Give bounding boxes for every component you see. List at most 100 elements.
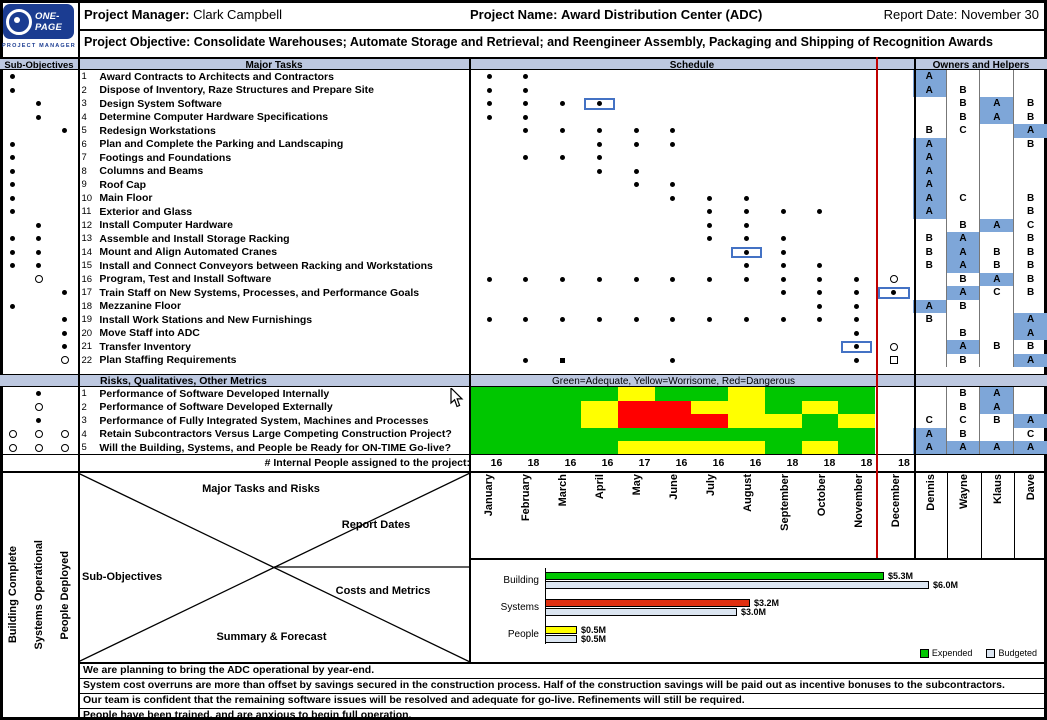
subobjective-cell [52,219,78,233]
filled-dot-mark [670,357,676,363]
task-row: 18 Mezzanine Floor A B [0,299,1047,314]
subobjective-cell [26,84,52,98]
filled-dot-mark [817,303,823,309]
owner-cell [979,205,1013,219]
subobjective-cell [26,246,52,260]
schedule-cell [691,414,729,428]
row-number: 16 [81,273,93,285]
filled-dot-mark [780,236,786,242]
open-square-mark [889,356,898,365]
filled-dot-mark [523,155,529,161]
schedule-cell [544,273,581,287]
subobjective-cell [26,97,52,111]
schedule-cell [618,300,655,314]
schedule-cell [802,354,839,368]
sub-objective-label-text: People Deployed [59,550,71,640]
subobjective-cell [0,192,26,206]
schedule-cell [471,327,508,341]
schedule-cell [508,205,545,219]
schedule-cell [655,313,692,327]
subobjective-cell [52,327,78,341]
schedule-cell [691,340,728,354]
filled-dot-mark [36,101,42,107]
schedule-cell [765,192,802,206]
schedule-cell [618,327,655,341]
subobjective-cell [26,354,52,368]
risks-color-legend: Green=Adequate, Yellow=Worrisome, Red=Da… [551,376,796,387]
filled-dot-mark [36,114,42,120]
row-number: 2 [81,84,87,96]
owner-cell: A [912,299,946,313]
schedule-cell [581,192,618,206]
schedule-cell [838,232,875,246]
task-row: 21 Transfer Inventory A B B [0,340,1047,354]
owner-cell [913,354,946,368]
owner-cell: A [1013,313,1047,327]
schedule-cell [802,178,839,192]
project-name-line: Project Name: Award Distribution Center … [470,7,762,22]
schedule-cell [728,441,765,455]
filled-dot-mark [854,357,860,363]
owner-name-text: Klaus [991,474,1004,504]
schedule-cell [765,84,802,98]
footer-top-divider [0,471,1047,473]
risk-row: 1 Performance of Software Developed Inter… [0,387,1047,401]
filled-dot-mark [10,74,16,80]
people-count-cell: 16 [601,457,614,469]
schedule-cell [802,205,839,219]
schedule-cell [471,97,508,111]
schedule-cell [728,97,765,111]
schedule-cell [617,427,655,441]
schedule-cell [471,259,508,273]
schedule-cell [838,165,875,179]
chart-category-label: People [507,629,539,640]
spiral-logo-icon [6,8,32,35]
schedule-cell [802,111,839,125]
chart-legend: Expended Budgeted [919,648,1037,658]
brand-tagline: PROJECT MANAGER [2,43,76,49]
open-circle-mark [60,430,69,439]
filled-dot-mark [817,317,823,323]
schedule-cell [581,246,618,260]
schedule-cell [764,441,802,455]
project-objective-line: Project Objective: Consolidate Warehouse… [84,35,993,49]
schedule-cell [838,313,875,327]
schedule-cell [471,273,508,287]
schedule-cell [655,273,692,287]
budgeted-bar [545,608,737,616]
schedule-cell [618,192,655,206]
schedule-cell [655,246,692,260]
schedule-cell [691,84,728,98]
expended-value-label: $0.5M [581,625,607,635]
people-count-cell: 16 [712,457,725,469]
subobjective-cell [52,273,78,287]
people-count-cell: 16 [490,457,503,469]
month-label: December [877,471,915,558]
schedule-cell [765,313,802,327]
summary-forecast: We are planning to bring the ADC operati… [78,662,1047,720]
schedule-cell [471,192,508,206]
schedule-cell [508,354,545,368]
schedule-cell [802,340,839,354]
brand-name: ONE-PAGE [35,10,63,33]
schedule-cell [581,111,618,125]
task-title: Determine Computer Hardware Specificatio… [99,111,329,124]
schedule-cell [581,259,618,273]
row-number: 2 [81,401,87,413]
schedule-cell [508,178,545,192]
filled-dot-mark [780,276,786,282]
risk-row: 4 Retain Subcontractors Versus Large Comp… [0,427,1047,441]
owner-cell [913,97,946,111]
schedule-cell [691,286,728,300]
schedule-cell [617,400,655,414]
subobjective-cell [0,205,26,219]
schedule-cell [655,178,692,192]
month-label-text: July [704,474,717,497]
owner-cell [945,178,980,192]
schedule-owners-divider [914,57,916,558]
people-count-cell: 18 [898,457,910,469]
owner-cell [945,164,980,178]
schedule-cell [765,97,802,111]
owner-cell: A [979,400,1014,414]
chart-category-label: Building [503,575,539,586]
